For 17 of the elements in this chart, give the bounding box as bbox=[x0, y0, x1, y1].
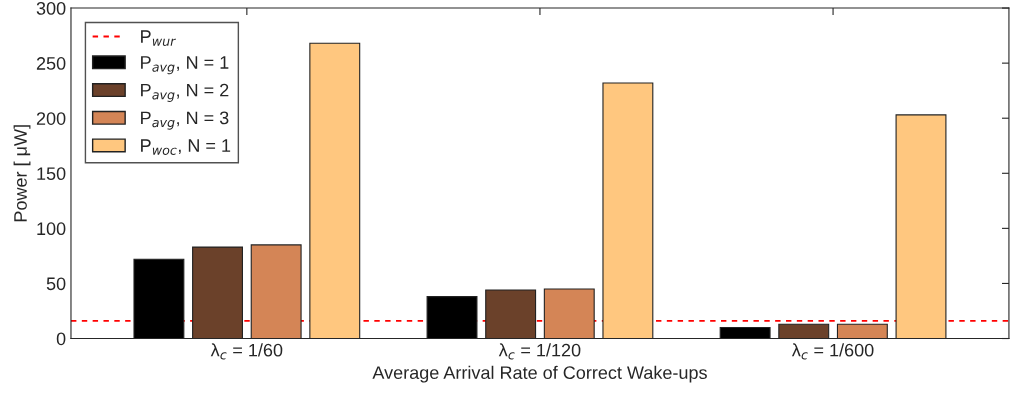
y-tick-label: 150 bbox=[37, 167, 66, 181]
y-tick-label: 300 bbox=[36, 1, 66, 15]
x-tick-label: λ$_{c}$ = 1/120 bbox=[498, 343, 581, 360]
legend-label: P$_{woc}$, N = 1 bbox=[141, 139, 231, 155]
y-axis-title: Power [ μW] bbox=[13, 125, 31, 222]
y-tick-label: 200 bbox=[36, 112, 66, 125]
x-axis-title: Average Arrival Rate of Correct Wake-ups bbox=[372, 365, 707, 383]
legend-label: P$_{avg}$, N = 1 bbox=[141, 56, 229, 75]
y-tick-label: 0 bbox=[56, 332, 66, 346]
legend-label: P$_{wur}$ bbox=[141, 30, 177, 46]
y-tick-label: 250 bbox=[36, 57, 66, 70]
x-tick-label: λ$_{c}$ = 1/60 bbox=[210, 343, 283, 360]
legend-label: P$_{avg}$, N = 3 bbox=[141, 111, 229, 130]
legend-label: P$_{avg}$, N = 2 bbox=[141, 83, 229, 102]
y-tick-label: 50 bbox=[46, 277, 66, 291]
x-tick-label: λ$_{c}$ = 1/600 bbox=[791, 343, 874, 360]
y-tick-label: 100 bbox=[37, 222, 66, 236]
